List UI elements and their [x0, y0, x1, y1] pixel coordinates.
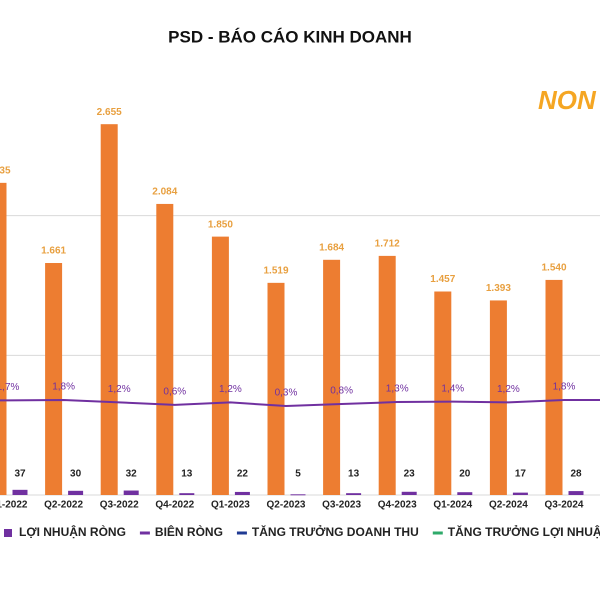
value-label: 1.393 [486, 283, 511, 294]
profit-bar [401, 491, 417, 495]
value-label: 22 [237, 469, 249, 480]
profit-bar [123, 490, 139, 495]
margin-line [7, 399, 565, 408]
margin-label: 1,8% [52, 382, 75, 393]
profit-bar [68, 490, 84, 495]
profit-bar [179, 493, 195, 495]
profit-bar [290, 494, 306, 496]
revenue-bar [489, 300, 507, 495]
revenue-bar [0, 182, 7, 495]
x-tick-label: Q3-2024 [545, 500, 584, 511]
x-tick-label: Q3-2022 [100, 500, 139, 511]
x-tick-label: Q3-2023 [322, 500, 361, 511]
x-tick-label: Q2-2024 [489, 500, 528, 511]
margin-label: 1,2% [497, 384, 520, 395]
x-tick-label: Q1-2024 [433, 500, 472, 511]
profit-bar [512, 492, 528, 495]
revenue-bar [100, 124, 118, 495]
value-label: 32 [126, 469, 138, 480]
margin-label: 1,2% [108, 384, 131, 395]
value-label: 30 [70, 469, 82, 480]
value-label: 2.084 [152, 187, 177, 198]
x-tick-label: Q1-2023 [211, 500, 250, 511]
value-label: 1.684 [319, 242, 344, 253]
value-label: 13 [181, 469, 193, 480]
x-tick-label: Q1-2022 [0, 500, 28, 511]
revenue-bar [323, 259, 341, 495]
profit-bar [457, 492, 473, 495]
x-tick-label: Q2-2022 [44, 500, 83, 511]
margin-label: 0,8% [330, 386, 353, 397]
revenue-bar [211, 236, 229, 495]
profit-bar [234, 491, 250, 495]
value-label: 2.235 [0, 165, 11, 176]
legend-swatch [4, 529, 12, 537]
value-label: 23 [404, 469, 416, 480]
profit-bar [12, 489, 28, 495]
margin-label: 0,3% [275, 388, 298, 399]
margin-label: 1,2% [219, 384, 242, 395]
margin-label: 1,8% [553, 382, 576, 393]
margin-label: 1,3% [386, 384, 409, 395]
legend-label: TĂNG TRƯỞNG LỢI NHUẬN [448, 524, 600, 539]
watermark: NON [538, 85, 597, 115]
value-label: 1.712 [375, 239, 400, 250]
value-label: 5 [295, 469, 301, 480]
revenue-bar [378, 255, 396, 495]
x-tick-label: Q2-2023 [267, 500, 306, 511]
value-label: 13 [348, 469, 360, 480]
profit-bar [568, 491, 584, 495]
revenue-bar [545, 279, 563, 495]
profit-bar [346, 493, 362, 495]
legend-label: BIÊN RÒNG [155, 524, 223, 539]
value-label: 28 [570, 469, 582, 480]
legend-label: LỢI NHUẬN RÒNG [19, 524, 126, 539]
value-label: 2.655 [97, 107, 122, 118]
value-label: 1.457 [430, 274, 455, 285]
chart-title: PSD - BÁO CÁO KINH DOANH [168, 27, 412, 46]
value-label: 1.540 [541, 263, 566, 274]
value-label: 17 [515, 469, 527, 480]
revenue-bar [267, 282, 285, 495]
value-label: 1.850 [208, 219, 233, 230]
value-label: 1.519 [263, 265, 288, 276]
margin-label: 1,7% [0, 382, 20, 393]
revenue-bar [434, 291, 452, 495]
margin-label: 1,4% [441, 383, 464, 394]
margin-label: 0,6% [163, 386, 186, 397]
revenue-bar [156, 203, 174, 495]
legend-label: TĂNG TRƯỞNG DOANH THU [252, 524, 419, 539]
value-label: 20 [459, 469, 471, 480]
value-label: 1.661 [41, 246, 66, 257]
x-tick-label: Q4-2022 [155, 500, 194, 511]
revenue-bar [45, 263, 63, 495]
value-label: 37 [14, 469, 26, 480]
x-tick-label: Q4-2023 [378, 500, 417, 511]
